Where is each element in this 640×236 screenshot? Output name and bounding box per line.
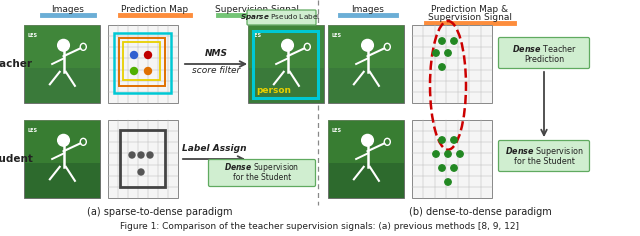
Text: Figure 1: Comparison of the teacher supervision signals: (a) previous methods [8: Figure 1: Comparison of the teacher supe… bbox=[120, 222, 520, 231]
Circle shape bbox=[439, 137, 445, 143]
Bar bbox=[328, 120, 404, 198]
Text: $\bfit{Dense}$ Supervision: $\bfit{Dense}$ Supervision bbox=[505, 144, 583, 157]
Text: (b) dense-to-dense paradigm: (b) dense-to-dense paradigm bbox=[408, 207, 552, 217]
Bar bbox=[248, 25, 324, 68]
FancyBboxPatch shape bbox=[209, 160, 316, 186]
Circle shape bbox=[147, 152, 153, 158]
Text: Prediction Map &: Prediction Map & bbox=[431, 5, 509, 14]
Circle shape bbox=[58, 39, 69, 51]
Bar bbox=[24, 25, 100, 103]
Text: LES: LES bbox=[331, 33, 341, 38]
Circle shape bbox=[131, 67, 138, 75]
Circle shape bbox=[451, 165, 457, 171]
Circle shape bbox=[362, 135, 373, 146]
Circle shape bbox=[439, 38, 445, 44]
Circle shape bbox=[129, 152, 135, 158]
FancyBboxPatch shape bbox=[499, 140, 589, 172]
Text: Teacher: Teacher bbox=[0, 59, 33, 69]
Text: for the Student: for the Student bbox=[233, 173, 291, 182]
Circle shape bbox=[131, 51, 138, 59]
Circle shape bbox=[138, 152, 144, 158]
Circle shape bbox=[457, 151, 463, 157]
Bar bbox=[328, 25, 404, 68]
Bar bbox=[248, 25, 324, 103]
Bar bbox=[24, 120, 100, 198]
Circle shape bbox=[362, 39, 373, 51]
Text: Supervision Signal: Supervision Signal bbox=[428, 13, 512, 22]
FancyBboxPatch shape bbox=[247, 10, 316, 25]
Circle shape bbox=[439, 64, 445, 70]
Text: Prediction Map: Prediction Map bbox=[122, 5, 189, 14]
Bar bbox=[108, 25, 178, 103]
Circle shape bbox=[145, 67, 152, 75]
Circle shape bbox=[282, 39, 293, 51]
Text: (a) sparse-to-dense paradigm: (a) sparse-to-dense paradigm bbox=[87, 207, 233, 217]
Circle shape bbox=[439, 165, 445, 171]
Bar bbox=[253, 31, 318, 98]
Text: Student: Student bbox=[0, 154, 33, 164]
Text: Prediction: Prediction bbox=[524, 55, 564, 63]
Text: Label Assign: Label Assign bbox=[182, 144, 246, 153]
Circle shape bbox=[433, 50, 439, 56]
Bar bbox=[108, 120, 178, 198]
Bar bbox=[328, 25, 404, 103]
Text: $\bfit{Dense}$ Supervision: $\bfit{Dense}$ Supervision bbox=[225, 161, 300, 174]
Text: LES: LES bbox=[251, 33, 261, 38]
Circle shape bbox=[433, 151, 439, 157]
Circle shape bbox=[138, 169, 144, 175]
Text: score filter: score filter bbox=[192, 66, 240, 75]
Bar bbox=[24, 25, 100, 68]
Text: Supervision Signal: Supervision Signal bbox=[215, 5, 299, 14]
Bar bbox=[114, 33, 171, 93]
FancyBboxPatch shape bbox=[499, 38, 589, 68]
Text: Images: Images bbox=[351, 5, 385, 14]
Text: LES: LES bbox=[27, 33, 37, 38]
Circle shape bbox=[58, 135, 69, 146]
Bar bbox=[120, 130, 165, 187]
Circle shape bbox=[445, 151, 451, 157]
Text: person: person bbox=[256, 86, 291, 95]
Bar bbox=[123, 42, 160, 80]
Bar bbox=[412, 25, 492, 103]
Circle shape bbox=[145, 51, 152, 59]
Circle shape bbox=[445, 179, 451, 185]
Circle shape bbox=[451, 137, 457, 143]
Text: $\bfit{Sparse}$ Pseudo Label: $\bfit{Sparse}$ Pseudo Label bbox=[239, 13, 319, 22]
Bar bbox=[328, 120, 404, 163]
Text: for the Student: for the Student bbox=[513, 157, 575, 167]
Bar bbox=[412, 120, 492, 198]
Text: $\bfit{Dense}$ Teacher: $\bfit{Dense}$ Teacher bbox=[511, 42, 577, 54]
Bar bbox=[24, 120, 100, 163]
Text: LES: LES bbox=[27, 128, 37, 133]
Text: NMS: NMS bbox=[205, 49, 227, 58]
Bar bbox=[119, 38, 165, 86]
Circle shape bbox=[445, 50, 451, 56]
Circle shape bbox=[451, 38, 457, 44]
Text: Images: Images bbox=[52, 5, 84, 14]
Text: LES: LES bbox=[331, 128, 341, 133]
